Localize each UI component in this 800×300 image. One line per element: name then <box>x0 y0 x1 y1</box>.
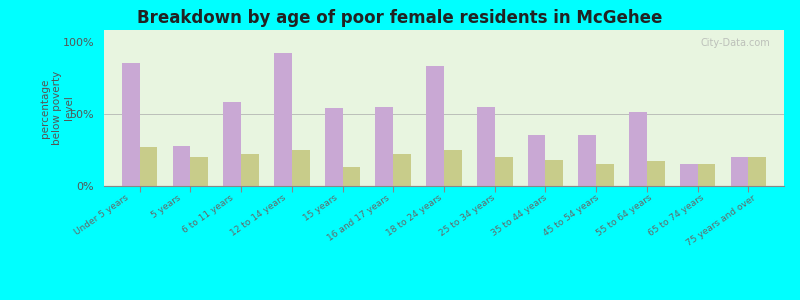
Bar <box>241 154 258 186</box>
Text: 35 to 44 years: 35 to 44 years <box>490 194 549 238</box>
Bar <box>596 164 614 186</box>
Bar <box>426 66 444 186</box>
Bar <box>494 157 513 186</box>
Bar <box>578 135 596 186</box>
Bar <box>647 161 665 186</box>
Text: 55 to 64 years: 55 to 64 years <box>594 194 654 238</box>
Y-axis label: percentage
below poverty
level: percentage below poverty level <box>41 71 74 145</box>
Text: Breakdown by age of poor female residents in McGehee: Breakdown by age of poor female resident… <box>138 9 662 27</box>
Text: Under 5 years: Under 5 years <box>73 194 130 237</box>
Bar <box>223 102 241 186</box>
Bar <box>325 108 342 186</box>
Bar <box>730 157 749 186</box>
Bar <box>528 135 546 186</box>
Bar <box>342 167 360 186</box>
Bar <box>173 146 190 186</box>
Bar <box>477 106 494 186</box>
Bar <box>190 157 208 186</box>
Bar <box>680 164 698 186</box>
Text: City-Data.com: City-Data.com <box>701 38 770 48</box>
Text: 12 to 14 years: 12 to 14 years <box>228 194 287 238</box>
Text: 45 to 54 years: 45 to 54 years <box>542 194 601 238</box>
Bar <box>749 157 766 186</box>
Text: 18 to 24 years: 18 to 24 years <box>386 194 444 238</box>
Text: 75 years and over: 75 years and over <box>686 194 758 248</box>
Bar <box>698 164 715 186</box>
Bar <box>292 150 310 186</box>
Text: 25 to 34 years: 25 to 34 years <box>438 194 496 238</box>
Bar <box>394 154 411 186</box>
Bar <box>375 106 394 186</box>
Text: 65 to 74 years: 65 to 74 years <box>646 194 706 238</box>
Text: 15 years: 15 years <box>302 194 339 224</box>
Bar <box>274 53 292 186</box>
Text: 6 to 11 years: 6 to 11 years <box>181 194 234 235</box>
Bar <box>139 147 158 186</box>
Bar <box>444 150 462 186</box>
Text: 5 years: 5 years <box>150 194 182 220</box>
Bar <box>122 63 139 186</box>
Bar <box>546 160 563 186</box>
Bar <box>630 112 647 186</box>
Text: 16 and 17 years: 16 and 17 years <box>326 194 392 243</box>
